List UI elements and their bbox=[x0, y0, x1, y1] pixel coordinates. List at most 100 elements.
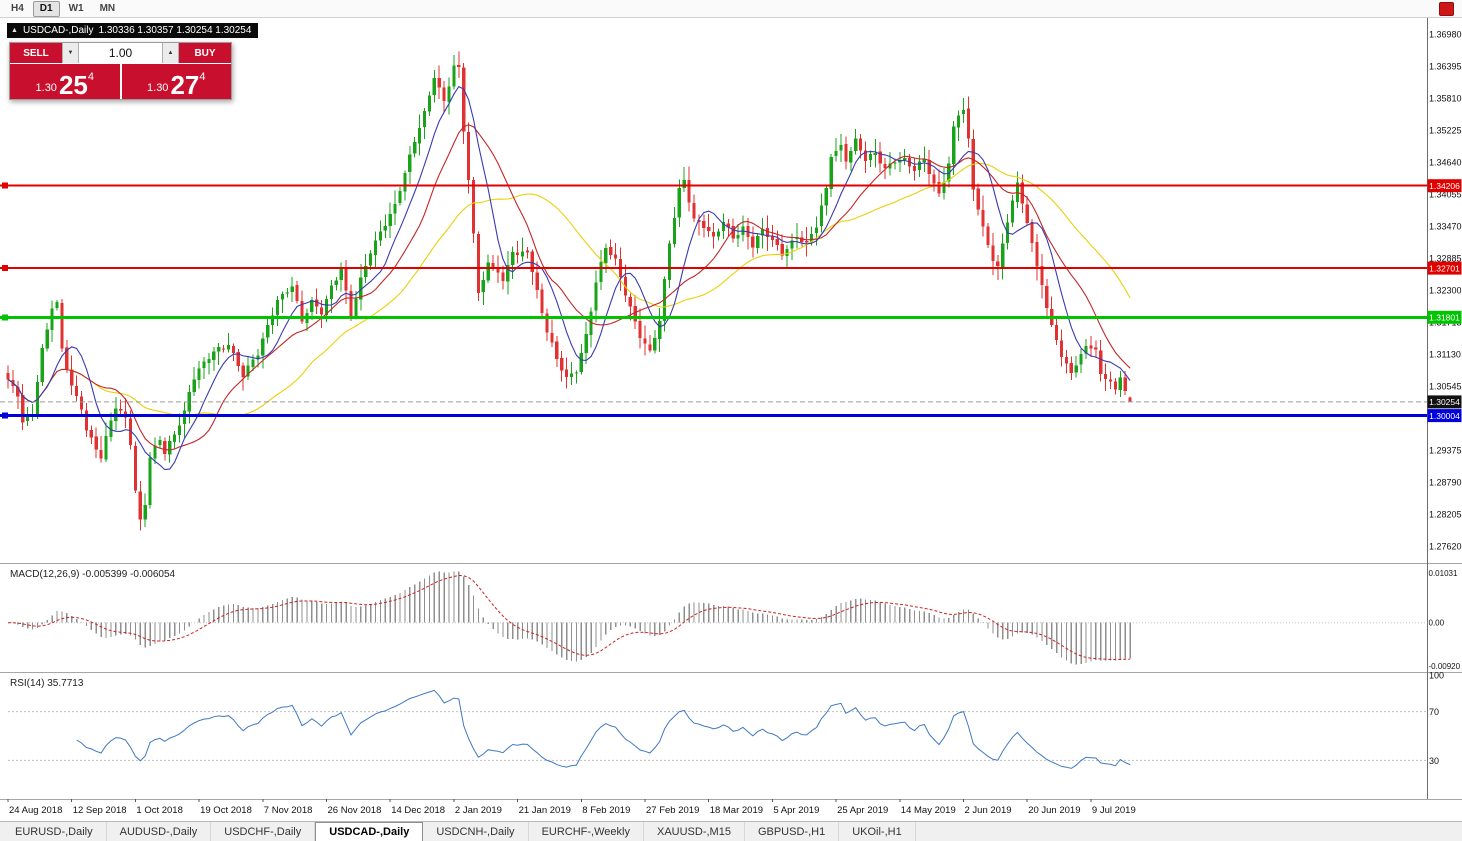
tab-audusd-daily[interactable]: AUDUSD-,Daily bbox=[107, 822, 212, 841]
svg-text:14 Dec 2018: 14 Dec 2018 bbox=[391, 805, 445, 816]
svg-text:1.36980: 1.36980 bbox=[1429, 30, 1462, 40]
tab-eurusd-daily[interactable]: EURUSD-,Daily bbox=[2, 822, 107, 841]
svg-text:20 Jun 2019: 20 Jun 2019 bbox=[1028, 805, 1080, 816]
buy-price-prefix: 1.30 bbox=[147, 82, 169, 94]
chart-symbol-ohlc: ▲ USDCAD-,Daily 1.30336 1.30357 1.30254 … bbox=[7, 23, 259, 38]
moving-average-lines bbox=[7, 85, 1131, 471]
rsi-axis-label: 100 bbox=[1429, 671, 1444, 681]
svg-text:7 Nov 2018: 7 Nov 2018 bbox=[264, 805, 313, 816]
trade-panel-top-row: SELL ▼ ▲ BUY bbox=[10, 43, 231, 63]
chart-area[interactable]: 1.36980 1.36395 1.35810 1.35225 1.34640 1.340… bbox=[0, 18, 1462, 821]
svg-text:9 Jul 2019: 9 Jul 2019 bbox=[1092, 805, 1136, 816]
tab-xauusd-m15[interactable]: XAUUSD-,M15 bbox=[644, 822, 745, 841]
price-axis-labels: 1.36980 1.36395 1.35810 1.35225 1.34640 1.340… bbox=[1429, 30, 1462, 552]
date-axis-labels: 24 Aug 2018 12 Sep 2018 1 Oct 2018 19 Oct 2… bbox=[7, 799, 1136, 816]
timeframe-button-mn[interactable]: MN bbox=[99, 2, 116, 14]
symbol-label: USDCAD-,Daily bbox=[22, 25, 94, 36]
svg-text:1.32300: 1.32300 bbox=[1429, 286, 1462, 296]
volume-input[interactable] bbox=[79, 43, 162, 63]
price-chart-svg[interactable]: 1.36980 1.36395 1.35810 1.35225 1.34640 1.340… bbox=[0, 18, 1462, 821]
macd-label: MACD(12,26,9) -0.005399 -0.006054 bbox=[10, 569, 176, 580]
sell-price-prefix: 1.30 bbox=[35, 82, 57, 94]
svg-text:1.34640: 1.34640 bbox=[1429, 158, 1462, 168]
current-price-badge: 1.30254 bbox=[1427, 395, 1462, 409]
macd-axis-min: -0.00920 bbox=[1429, 662, 1461, 671]
tab-usdcnh-daily[interactable]: USDCNH-,Daily bbox=[423, 822, 529, 841]
svg-text:1 Oct 2018: 1 Oct 2018 bbox=[136, 805, 182, 816]
svg-text:1.27620: 1.27620 bbox=[1429, 542, 1462, 552]
trade-panel-price-row: 1.30 25 4 1.30 27 4 bbox=[10, 63, 231, 99]
rsi-line bbox=[76, 689, 1131, 769]
svg-text:1.35810: 1.35810 bbox=[1429, 94, 1462, 104]
ma-slow bbox=[7, 163, 1131, 418]
collapse-arrow-icon[interactable]: ▲ bbox=[11, 27, 18, 34]
hline-price-badge: 1.31801 bbox=[1427, 310, 1462, 324]
timeframe-button-w1[interactable]: W1 bbox=[68, 2, 84, 14]
macd-signal-line bbox=[7, 574, 1131, 661]
macd-axis-max: 0.01031 bbox=[1429, 569, 1458, 578]
red-square-icon[interactable] bbox=[1439, 1, 1454, 16]
sell-button[interactable]: SELL bbox=[10, 43, 62, 63]
buy-button[interactable]: BUY bbox=[179, 43, 231, 63]
one-click-trading-panel: SELL ▼ ▲ BUY 1.30 25 4 1.30 27 4 bbox=[9, 42, 232, 100]
candles bbox=[6, 51, 1132, 531]
volume-up-button[interactable]: ▲ bbox=[162, 43, 179, 63]
timeframe-toolbar: H4 D1 W1 MN bbox=[0, 0, 1462, 18]
hline-price-badge: 1.32701 bbox=[1427, 261, 1462, 275]
svg-text:1.36395: 1.36395 bbox=[1429, 62, 1462, 72]
svg-text:1.33470: 1.33470 bbox=[1429, 222, 1462, 232]
sell-price-point: 4 bbox=[87, 71, 94, 83]
macd-histogram bbox=[12, 571, 1131, 665]
tab-ukoil-h1[interactable]: UKOil-,H1 bbox=[839, 822, 916, 841]
tab-usdchf-daily[interactable]: USDCHF-,Daily bbox=[211, 822, 316, 841]
ma-fast bbox=[7, 85, 1131, 471]
buy-price-pips: 27 bbox=[170, 69, 200, 100]
ma-medium bbox=[7, 124, 1131, 451]
timeframe-button-d1[interactable]: D1 bbox=[32, 0, 60, 17]
buy-price-button[interactable]: 1.30 27 4 bbox=[121, 64, 231, 100]
macd-axis-zero: 0.00 bbox=[1429, 619, 1445, 628]
svg-text:8 Feb 2019: 8 Feb 2019 bbox=[582, 805, 630, 816]
svg-text:1.32701: 1.32701 bbox=[1429, 263, 1460, 273]
hline-price-badge: 1.30004 bbox=[1427, 409, 1462, 423]
svg-text:2 Jun 2019: 2 Jun 2019 bbox=[965, 805, 1012, 816]
svg-text:21 Jan 2019: 21 Jan 2019 bbox=[519, 805, 571, 816]
hline-price-badge: 1.34206 bbox=[1427, 179, 1462, 193]
svg-text:14 May 2019: 14 May 2019 bbox=[901, 805, 956, 816]
svg-text:1.29375: 1.29375 bbox=[1429, 446, 1462, 456]
svg-text:1.31130: 1.31130 bbox=[1429, 350, 1461, 360]
rsi-label: RSI(14) 35.7713 bbox=[10, 678, 84, 689]
sell-price-button[interactable]: 1.30 25 4 bbox=[10, 64, 120, 99]
timeframe-buttons: H4 D1 W1 MN bbox=[4, 0, 122, 17]
svg-text:2 Jan 2019: 2 Jan 2019 bbox=[455, 805, 502, 816]
timeframe-button-h4[interactable]: H4 bbox=[11, 2, 24, 14]
svg-text:24 Aug 2018: 24 Aug 2018 bbox=[9, 805, 62, 816]
svg-text:27 Feb 2019: 27 Feb 2019 bbox=[646, 805, 699, 816]
horizontal-lines[interactable] bbox=[0, 182, 1428, 419]
svg-text:1.34055: 1.34055 bbox=[1429, 190, 1462, 200]
svg-text:1.30545: 1.30545 bbox=[1429, 382, 1462, 392]
svg-text:1.30004: 1.30004 bbox=[1429, 411, 1460, 421]
svg-text:1.31801: 1.31801 bbox=[1429, 312, 1460, 322]
svg-text:1.35225: 1.35225 bbox=[1429, 126, 1462, 136]
svg-text:1.28205: 1.28205 bbox=[1429, 510, 1462, 520]
ohlc-values: 1.30336 1.30357 1.30254 1.30254 bbox=[98, 25, 252, 36]
rsi-axis-label: 30 bbox=[1429, 756, 1439, 766]
buy-price-point: 4 bbox=[199, 71, 206, 83]
volume-down-button[interactable]: ▼ bbox=[62, 43, 79, 63]
svg-text:26 Nov 2018: 26 Nov 2018 bbox=[328, 805, 382, 816]
svg-text:18 Mar 2019: 18 Mar 2019 bbox=[710, 805, 763, 816]
svg-text:5 Apr 2019: 5 Apr 2019 bbox=[773, 805, 819, 816]
svg-text:1.32885: 1.32885 bbox=[1429, 254, 1462, 264]
tab-gbpusd-h1[interactable]: GBPUSD-,H1 bbox=[745, 822, 840, 841]
svg-text:1.28790: 1.28790 bbox=[1429, 478, 1462, 488]
sell-price-pips: 25 bbox=[58, 69, 88, 100]
svg-text:1.30254: 1.30254 bbox=[1429, 397, 1460, 407]
svg-text:1.34206: 1.34206 bbox=[1429, 181, 1460, 191]
tab-usdcad-daily[interactable]: USDCAD-,Daily bbox=[315, 822, 424, 841]
tab-eurchf-weekly[interactable]: EURCHF-,Weekly bbox=[529, 822, 644, 841]
chart-tabs-bar: EURUSD-,Daily AUDUSD-,Daily USDCHF-,Daily U… bbox=[0, 821, 1462, 841]
svg-text:25 Apr 2019: 25 Apr 2019 bbox=[837, 805, 888, 816]
svg-text:12 Sep 2018: 12 Sep 2018 bbox=[73, 805, 127, 816]
